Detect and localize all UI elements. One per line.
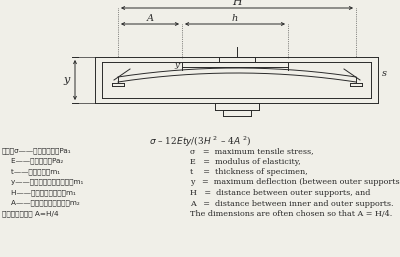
Text: H   =  distance between outer supports, and: H = distance between outer supports, and <box>190 189 370 197</box>
Text: y: y <box>64 75 70 85</box>
Text: A: A <box>146 14 154 23</box>
Text: 通常选择尺寸使 A=H/4: 通常选择尺寸使 A=H/4 <box>2 210 59 217</box>
Text: t    =  thickness of specimen,: t = thickness of specimen, <box>190 168 308 176</box>
Text: s: s <box>382 69 387 78</box>
Text: y   =  maximum deflection (between outer supports),: y = maximum deflection (between outer su… <box>190 179 400 187</box>
Text: E   =  modulus of elasticity,: E = modulus of elasticity, <box>190 158 301 166</box>
Text: A——内外支点间的距离，m₂: A——内外支点间的距离，m₂ <box>2 199 80 206</box>
Text: H: H <box>232 0 242 7</box>
Text: y': y' <box>174 61 181 69</box>
Text: $\sigma$ – 12$Ety$/(3$H$ $^2$ – 4$A$ $^2$): $\sigma$ – 12$Ety$/(3$H$ $^2$ – 4$A$ $^2… <box>149 135 251 149</box>
Text: E——弹性模量，Pa₂: E——弹性模量，Pa₂ <box>2 158 63 164</box>
Text: t——试样厚度，m₁: t——试样厚度，m₁ <box>2 168 60 175</box>
Text: h: h <box>232 14 238 23</box>
Text: y——外支点间的最大挠度，m₁: y——外支点间的最大挠度，m₁ <box>2 179 83 185</box>
Text: H——外支点间的距离，m₁: H——外支点间的距离，m₁ <box>2 189 76 196</box>
Text: A   =  distance between inner and outer supports.: A = distance between inner and outer sup… <box>190 199 394 207</box>
Text: The dimensions are often chosen so that A = H/4.: The dimensions are often chosen so that … <box>190 210 392 218</box>
Text: 式中：σ——最大张应力，Pa₁: 式中：σ——最大张应力，Pa₁ <box>2 147 72 154</box>
Text: σ   =  maximum tensile stress,: σ = maximum tensile stress, <box>190 147 314 155</box>
